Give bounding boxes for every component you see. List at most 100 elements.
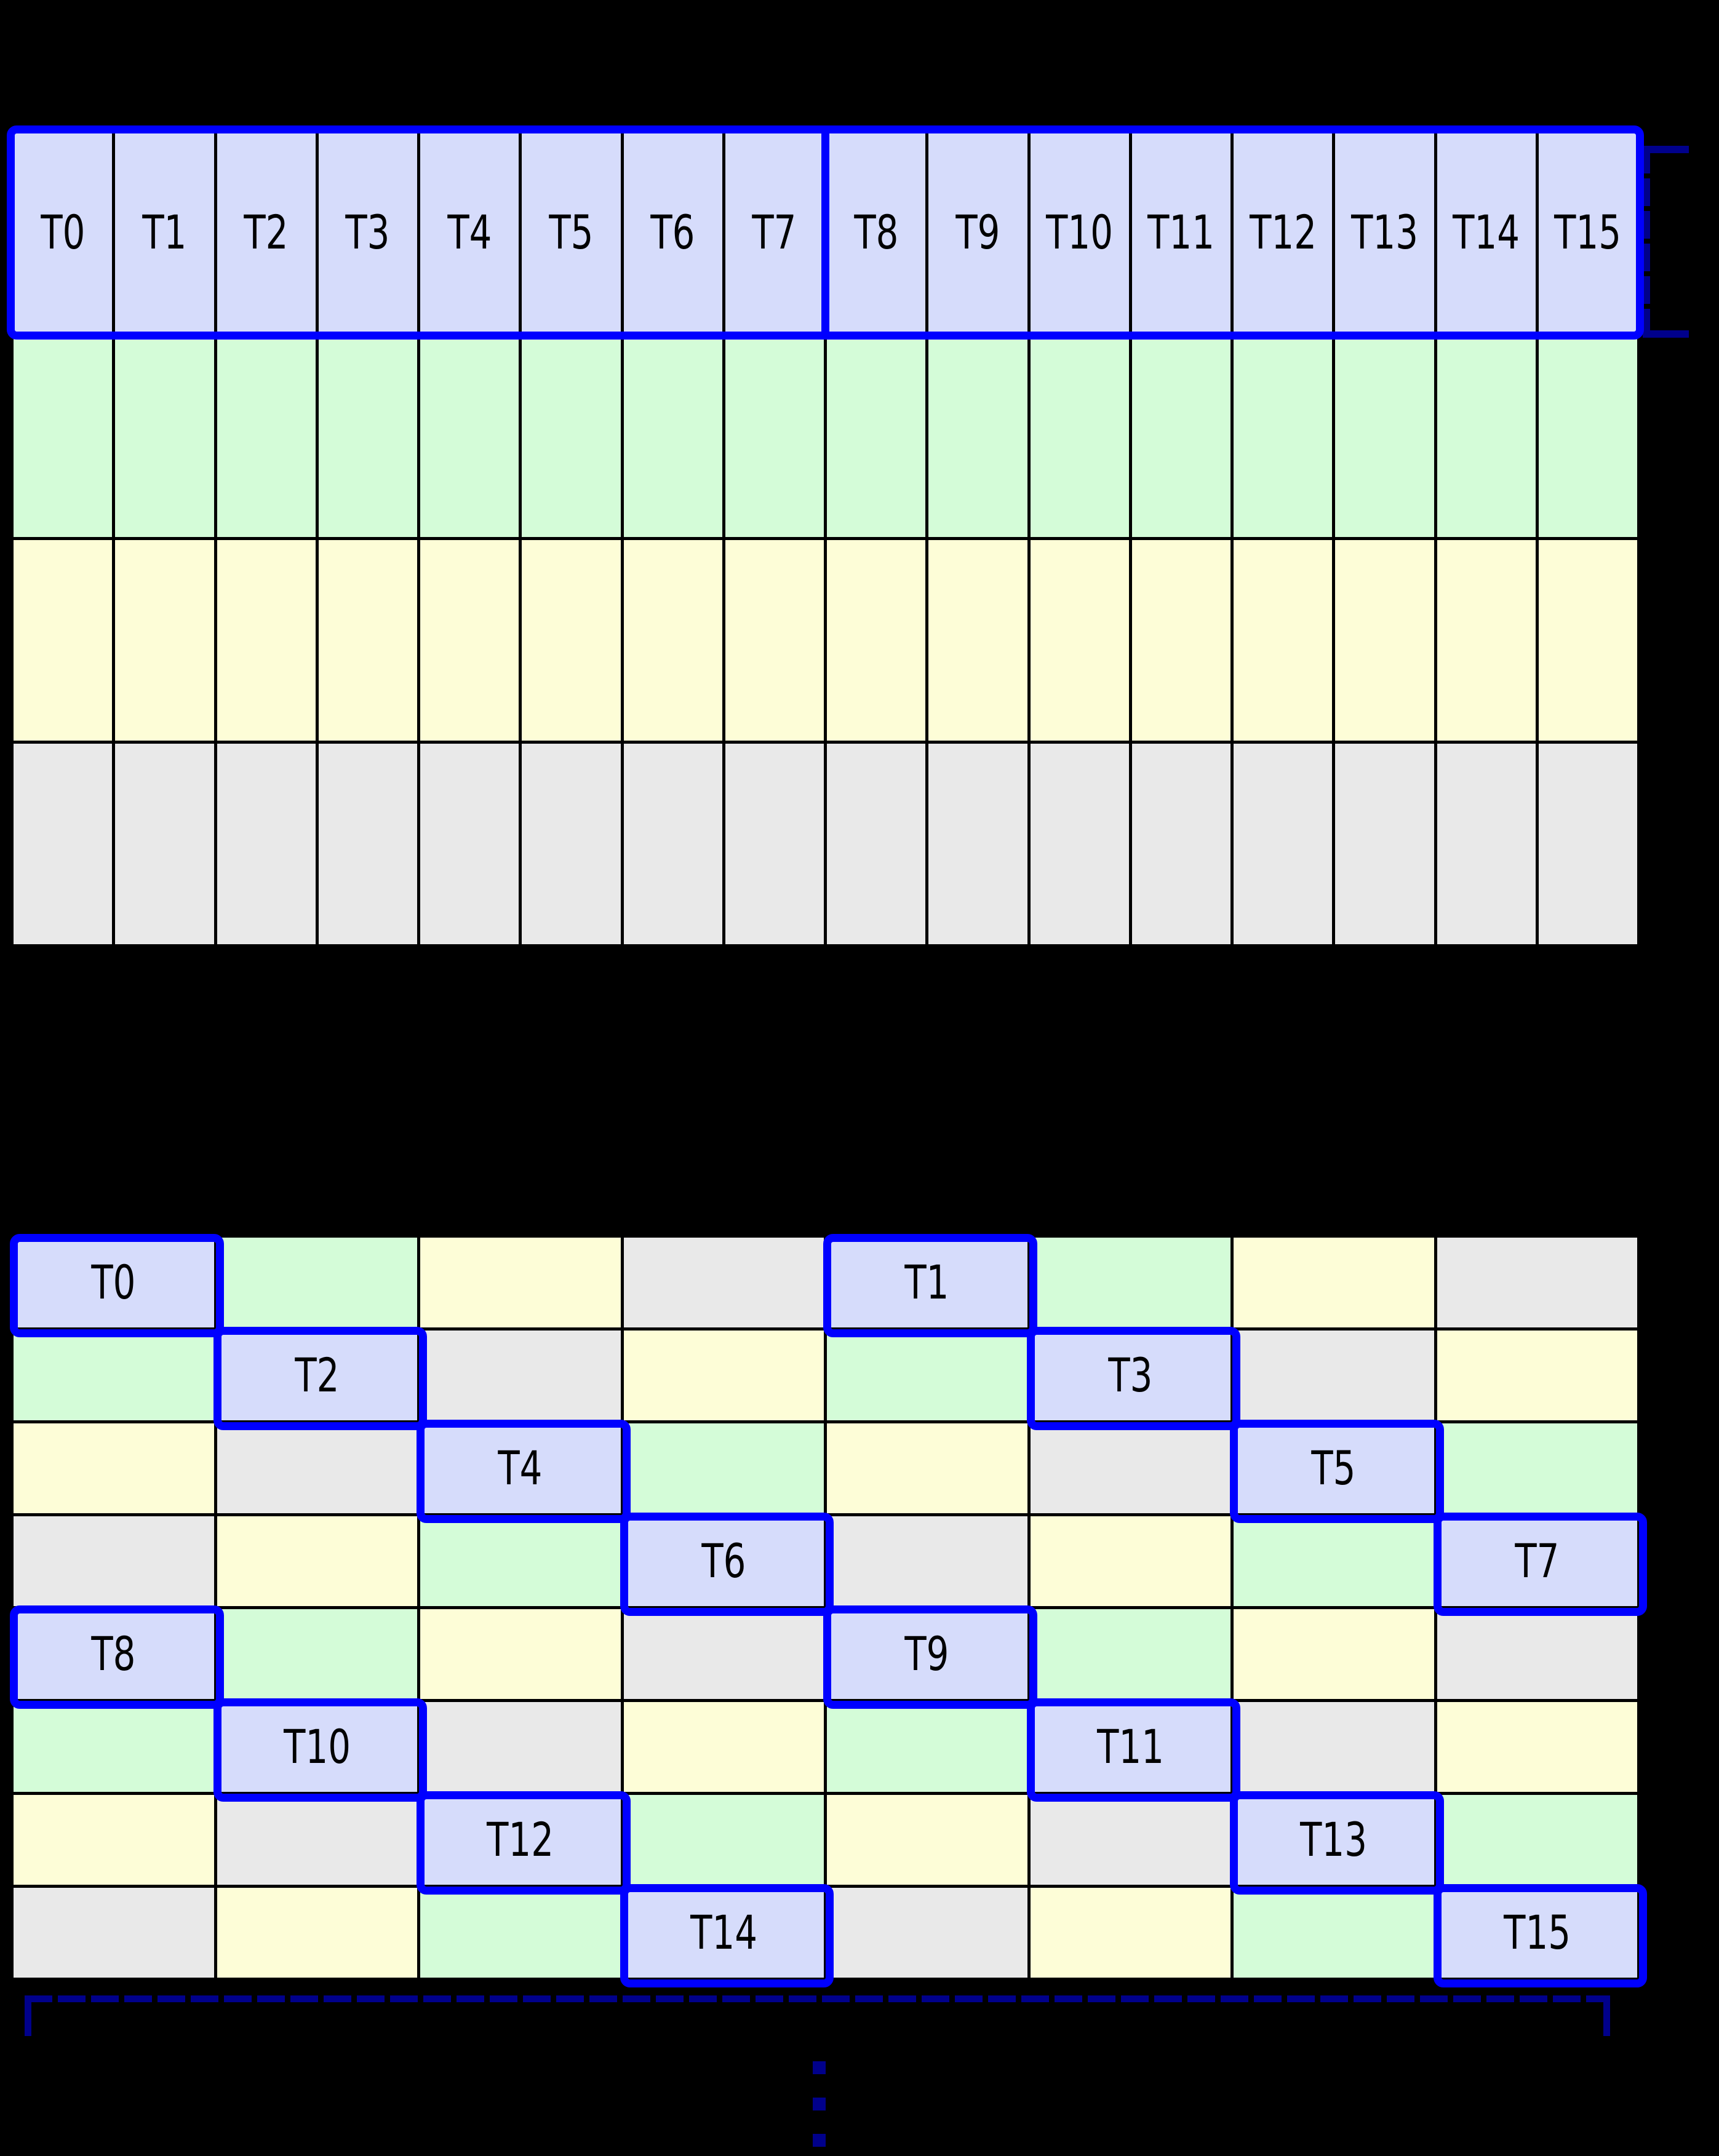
bottom-grid-cell-r4-c2	[420, 1609, 621, 1699]
thread-label: T3	[345, 205, 390, 260]
bottom-grid-cell-r4-c5	[1030, 1609, 1230, 1699]
top-grid-cell-r2-c6	[623, 539, 722, 741]
top-grid-cell-r0-c4: T4	[420, 132, 519, 333]
bottom-grid-cell-r7-c3: T14	[623, 1888, 824, 1978]
top-grid-cell-r2-c5	[522, 539, 621, 741]
top-grid-cell-r3-c9	[928, 743, 1027, 944]
bottom-grid-cell-r2-c0	[14, 1423, 214, 1513]
top-grid-cell-r2-c7	[725, 539, 824, 741]
thread-label: T14	[1453, 205, 1520, 260]
top-grid-cell-r2-c3	[318, 539, 417, 741]
thread-group-divider	[821, 125, 829, 340]
thread-label: T10	[1046, 205, 1114, 260]
top-grid-cell-r3-c2	[217, 743, 316, 944]
bottom-grid-cell-r1-c6	[1234, 1331, 1434, 1420]
bottom-grid-cell-r2-c6: T5	[1234, 1423, 1434, 1513]
bottom-grid-cell-r5-c7	[1437, 1702, 1637, 1792]
bottom-grid-cell-r0-c0: T0	[14, 1238, 214, 1327]
bottom-grid-cell-r2-c7	[1437, 1423, 1637, 1513]
bottom-grid-cell-r7-c0	[14, 1888, 214, 1978]
bottom-grid-cell-r3-c1	[217, 1516, 417, 1606]
top-grid-cell-r1-c6	[623, 336, 722, 537]
thread-label: T13	[1300, 1812, 1368, 1867]
bottom-grid-cell-r4-c0: T8	[14, 1609, 214, 1699]
bottom-grid-cell-r0-c4: T1	[827, 1238, 1027, 1327]
bottom-grid-cell-r6-c4	[827, 1795, 1027, 1885]
thread-label: T11	[1147, 205, 1215, 260]
bottom-grid-cell-r6-c3	[623, 1795, 824, 1885]
top-grid-cell-r3-c5	[522, 743, 621, 944]
bottom-grid-cell-r2-c3	[623, 1423, 824, 1513]
thread-label: T15	[1503, 1905, 1571, 1960]
thread-label: T5	[1311, 1441, 1356, 1495]
bottom-grid-cell-r3-c4	[827, 1516, 1027, 1606]
top-grid-cell-r2-c15	[1538, 539, 1637, 741]
top-grid-cell-r0-c11: T11	[1131, 132, 1230, 333]
top-grid-cell-r0-c3: T3	[318, 132, 417, 333]
top-grid-cell-r1-c14	[1437, 336, 1536, 537]
bottom-grid-cell-r6-c2: T12	[420, 1795, 621, 1885]
bottom-grid-cell-r5-c3	[623, 1702, 824, 1792]
top-grid-cell-r2-c0	[14, 539, 113, 741]
bottom-grid-cell-r6-c6: T13	[1234, 1795, 1434, 1885]
bottom-grid-cell-r7-c2	[420, 1888, 621, 1978]
top-grid-cell-r0-c6: T6	[623, 132, 722, 333]
top-grid-cell-r1-c7	[725, 336, 824, 537]
bottom-grid-cells: T0 T1 T2 T3 T4 T5 T6 T7 T8 T9 T10 T11 T12 T13 T14 T15	[14, 1238, 1637, 1978]
top-grid-cell-r0-c8: T8	[827, 132, 926, 333]
top-grid-cell-r1-c8	[827, 336, 926, 537]
bottom-grid-cell-r2-c1	[217, 1423, 417, 1513]
bottom-grid-cell-r1-c4	[827, 1331, 1027, 1420]
top-grid-cell-r1-c2	[217, 336, 316, 537]
bottom-grid-cell-r4-c3	[623, 1609, 824, 1699]
top-grid-cell-r3-c0	[14, 743, 113, 944]
top-grid-cell-r2-c2	[217, 539, 316, 741]
thread-label: T9	[955, 205, 1000, 260]
thread-label: T15	[1554, 205, 1622, 260]
bottom-grid-cell-r1-c2	[420, 1331, 621, 1420]
bottom-grid-cell-r5-c4	[827, 1702, 1027, 1792]
bottom-grid-cell-r7-c1	[217, 1888, 417, 1978]
thread-label: T3	[1108, 1348, 1153, 1402]
bottom-grid-cell-r5-c5: T11	[1030, 1702, 1230, 1792]
top-grid-cell-r0-c10: T10	[1030, 132, 1129, 333]
top-grid-cell-r0-c7: T7	[725, 132, 824, 333]
thread-label: T4	[498, 1441, 543, 1495]
bottom-grid-cell-r0-c6	[1234, 1238, 1434, 1327]
top-grid-cell-r3-c4	[420, 743, 519, 944]
thread-label: T8	[91, 1626, 136, 1681]
bottom-grid-cell-r5-c2	[420, 1702, 621, 1792]
top-grid-cell-r3-c15	[1538, 743, 1637, 944]
top-grid-cell-r2-c9	[928, 539, 1027, 741]
top-grid-cell-r3-c8	[827, 743, 926, 944]
bottom-grid-cell-r6-c7	[1437, 1795, 1637, 1885]
top-grid-cell-r0-c2: T2	[217, 132, 316, 333]
bottom-grid-cell-r4-c6	[1234, 1609, 1434, 1699]
top-grid-cell-r0-c15: T15	[1538, 132, 1637, 333]
bottom-grid-cell-r4-c1	[217, 1609, 417, 1699]
top-grid-cell-r2-c4	[420, 539, 519, 741]
thread-label: T13	[1350, 205, 1418, 260]
thread-label: T12	[487, 1812, 554, 1867]
thread-label: T2	[244, 205, 289, 260]
top-grid-cell-r0-c13: T13	[1335, 132, 1434, 333]
top-grid-cell-r3-c10	[1030, 743, 1129, 944]
bottom-grid-cell-r6-c1	[217, 1795, 417, 1885]
bottom-grid-cell-r2-c2: T4	[420, 1423, 621, 1513]
ellipsis-dot	[813, 2134, 826, 2147]
bottom-grid-cell-r2-c4	[827, 1423, 1027, 1513]
top-grid-cell-r1-c0	[14, 336, 113, 537]
thread-label: T11	[1096, 1719, 1164, 1774]
top-grid: T0 T1 T2 T3 T4 T5 T6 T7 T8 T9 T10 T11 T12 T13 T14 T15	[7, 125, 1644, 947]
ellipsis-dot	[813, 2061, 826, 2074]
top-grid-cell-r0-c12: T12	[1234, 132, 1333, 333]
row-bracket-bottom-tick	[1643, 330, 1689, 338]
top-grid-cell-r2-c10	[1030, 539, 1129, 741]
top-grid-cell-r3-c12	[1234, 743, 1333, 944]
thread-label: T12	[1249, 205, 1317, 260]
bottom-grid-cell-r1-c3	[623, 1331, 824, 1420]
thread-label: T10	[283, 1719, 351, 1774]
top-grid-cell-r1-c5	[522, 336, 621, 537]
bottom-grid-cell-r6-c5	[1030, 1795, 1230, 1885]
bottom-grid-cell-r3-c6	[1234, 1516, 1434, 1606]
